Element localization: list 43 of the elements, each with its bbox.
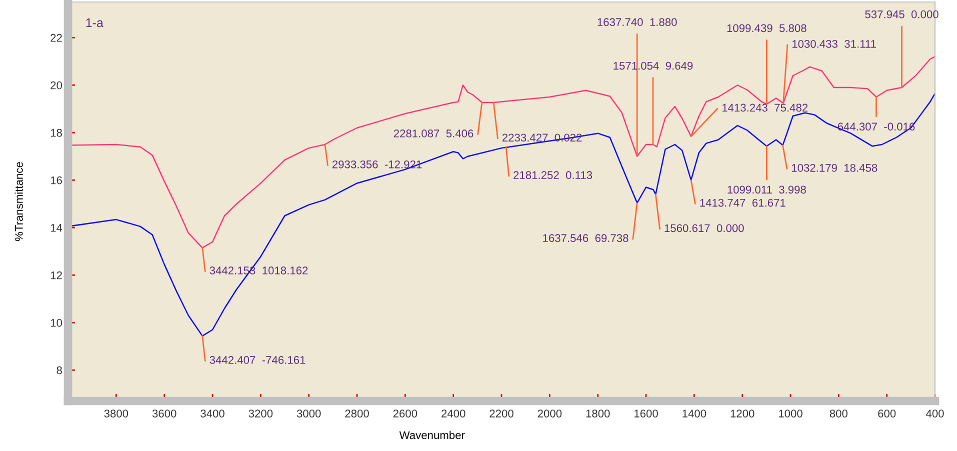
annotation: 1032.179 18.458 <box>792 164 878 172</box>
y-tick-label: 14 <box>50 224 62 232</box>
x-tick-label: 2800 <box>345 410 369 418</box>
x-axis-title: Wavenumber <box>399 430 465 440</box>
x-tick-label: 3000 <box>296 410 321 418</box>
x-tick-label: 1400 <box>682 410 706 418</box>
x-tick-label: 800 <box>830 410 848 418</box>
y-tick-label: 20 <box>50 81 62 90</box>
annotation: 1099.439 5.808 <box>727 24 806 32</box>
x-tick-label: 400 <box>926 410 944 418</box>
x-tick-label: 1000 <box>778 410 802 418</box>
annotation: 1413.747 61.671 <box>700 198 786 207</box>
x-tick-label: 1200 <box>730 410 754 418</box>
annotation: 3442.407 -746.161 <box>210 356 306 364</box>
x-tick-label: 1600 <box>634 410 658 418</box>
y-tick-label: 18 <box>50 128 62 137</box>
x-tick-label: 3800 <box>104 410 128 418</box>
y-axis-title: %Transmittance <box>14 162 23 242</box>
x-tick-label: 2000 <box>538 410 562 418</box>
y-tick-label: 8 <box>56 366 62 374</box>
annotation: 1099.011 3.998 <box>728 186 806 194</box>
annotation: 1637.546 69.738 <box>543 234 628 242</box>
x-tick-label: 3600 <box>152 410 176 418</box>
y-tick-label: 16 <box>50 176 62 184</box>
annotation: 1-a <box>86 18 104 28</box>
y-tick-label: 22 <box>50 34 62 42</box>
y-tick-label: 12 <box>50 271 62 280</box>
annotation: 2181.252 0.113 <box>514 171 592 180</box>
x-tick-label: 2600 <box>393 410 418 418</box>
x-tick-label: 3200 <box>248 410 273 418</box>
annotation: 1637.740 1.880 <box>598 18 677 26</box>
annotation: 537.945 0.000 <box>865 10 938 18</box>
x-tick-label: 1800 <box>586 410 610 418</box>
x-tick-label: 3400 <box>200 410 224 418</box>
annotation: 2933.356 -12.921 <box>332 160 422 168</box>
x-tick-label: 2200 <box>490 410 514 418</box>
annotation: 1030.433 31.111 <box>792 40 876 48</box>
x-tick-label: 600 <box>878 410 896 418</box>
annotation: 2281.087 5.406 <box>394 130 474 138</box>
x-tick-label: 2400 <box>442 410 466 418</box>
annotation: 1413.243 75.482 <box>722 104 808 112</box>
annotation: 1560.617 0.000 <box>664 224 744 232</box>
y-tick-label: 10 <box>50 318 62 327</box>
